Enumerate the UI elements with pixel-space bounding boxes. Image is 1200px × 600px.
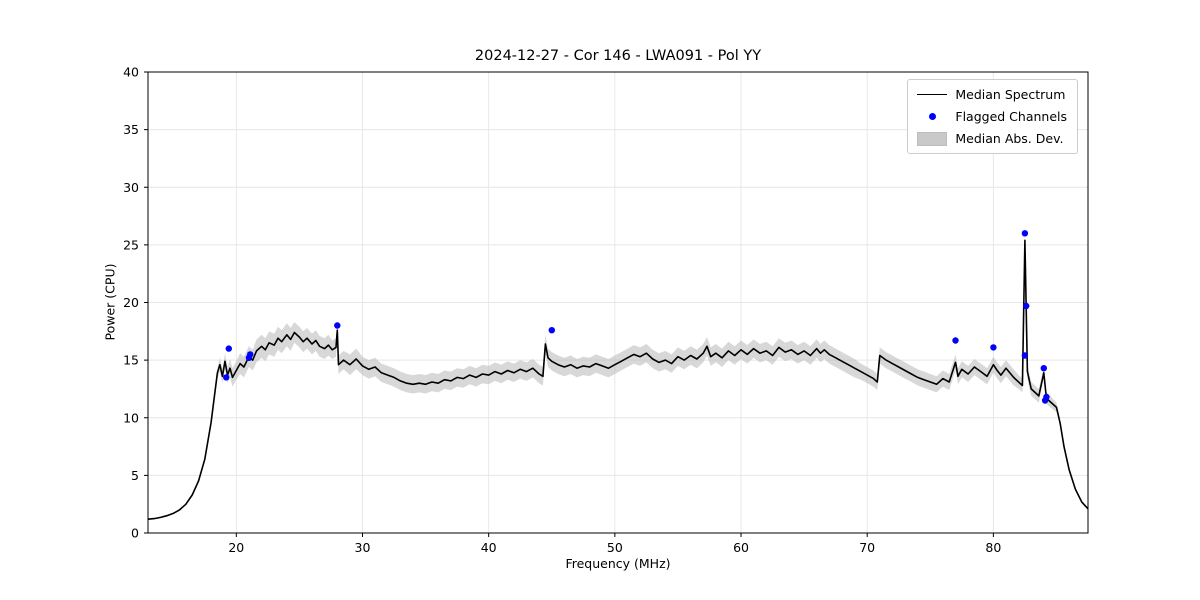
x-tick-label: 20 [228,540,244,555]
y-tick-label: 30 [123,180,139,195]
legend-label-median-spectrum: Median Spectrum [955,87,1066,102]
y-tick-label: 40 [123,65,139,80]
x-tick-label: 30 [355,540,371,555]
y-tick-label: 35 [123,122,139,137]
axis-ticks: 20 30 40 50 60 70 80 0 5 10 15 20 25 30 35 40 [123,65,1001,556]
gridlines [148,71,1088,534]
x-tick-label: 70 [859,540,875,555]
legend-line-swatch-icon [917,94,948,95]
legend-item-median-spectrum: Median Spectrum [917,87,1067,102]
flagged-channel-dots [223,230,1050,404]
legend-item-flagged-channels: Flagged Channels [917,109,1067,124]
x-tick-label: 80 [985,540,1001,555]
y-axis-label: Power (CPU) [102,263,118,341]
median-spectrum-line [147,239,1089,520]
legend-label-flagged-channels: Flagged Channels [955,109,1067,124]
y-tick-label: 0 [131,526,139,541]
chart-title: 2024-12-27 - Cor 146 - LWA091 - Pol YY [474,48,762,64]
legend-dot-swatch-icon [917,113,947,120]
legend-band-swatch-icon [917,131,948,146]
mad-band [148,233,1088,520]
x-tick-label: 40 [481,540,497,555]
y-tick-label: 5 [131,468,139,483]
legend-item-median-abs-dev: Median Abs. Dev. [917,131,1067,146]
legend: Median Spectrum Flagged Channels Median … [907,79,1078,154]
x-tick-label: 50 [607,540,623,555]
y-tick-label: 25 [123,237,139,252]
x-axis-label: Frequency (MHz) [565,556,671,571]
y-tick-label: 15 [123,353,139,368]
legend-label-median-abs-dev: Median Abs. Dev. [955,131,1064,146]
y-tick-label: 20 [123,295,139,310]
y-tick-label: 10 [123,410,139,425]
x-tick-label: 60 [733,540,749,555]
